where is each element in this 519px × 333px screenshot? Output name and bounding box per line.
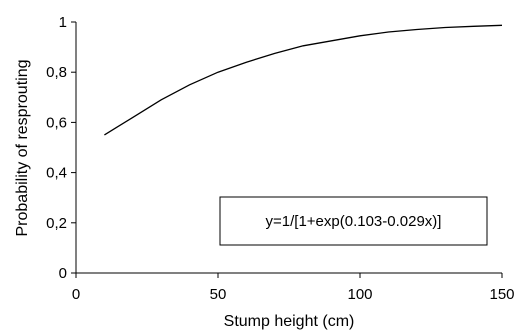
y-tick-label: 0: [59, 265, 67, 282]
y-tick-label: 0,8: [46, 64, 67, 81]
y-tick-label: 0,2: [46, 215, 67, 232]
x-tick-label: 50: [210, 286, 227, 303]
x-axis-title: Stump height (cm): [224, 313, 355, 330]
x-tick-label: 100: [347, 286, 372, 303]
x-tick-label: 0: [72, 286, 80, 303]
axes: [75, 22, 502, 274]
y-tick-label: 0,6: [46, 114, 67, 131]
y-tick-label: 1: [59, 14, 67, 31]
annotation-box-border: [219, 196, 488, 246]
annotation-box: y=1/[1+exp(0.103-0.029x)]: [219, 196, 488, 246]
x-tick-label: 150: [489, 286, 514, 303]
x-ticks: 0 50 100 150: [72, 273, 515, 303]
series-layer: [104, 24, 503, 136]
y-tick-label: 0,4: [46, 165, 67, 182]
y-axis-title: Probability of resprouting: [14, 60, 31, 237]
y-ticks: 0 0,2 0,4 0,6 0,8 1: [46, 14, 76, 282]
series-line: [104, 24, 503, 136]
annotation-text: y=1/[1+exp(0.103-0.029x)]: [266, 213, 442, 230]
